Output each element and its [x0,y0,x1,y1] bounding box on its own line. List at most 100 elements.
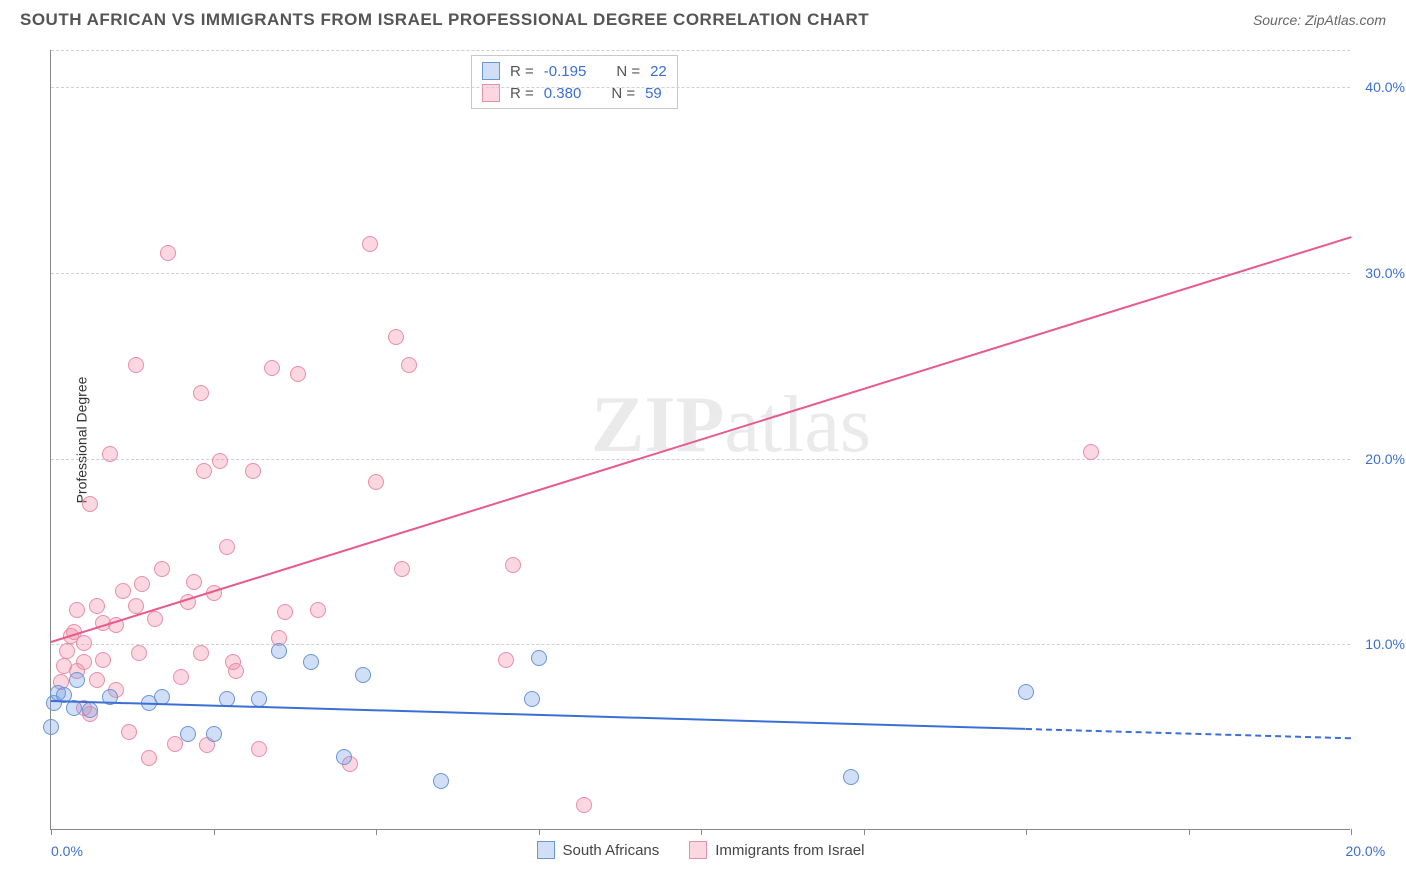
y-axis-tick-label: 40.0% [1365,79,1405,95]
scatter-point [368,474,384,490]
scatter-point [388,329,404,345]
scatter-point [69,602,85,618]
gridline [51,644,1350,645]
scatter-point [89,598,105,614]
watermark-bold: ZIP [591,381,724,469]
legend-item: Immigrants from Israel [689,841,864,859]
gridline [51,459,1350,460]
scatter-point [206,726,222,742]
scatter-point [212,453,228,469]
legend-swatch-icon [482,62,500,80]
scatter-point [59,643,75,659]
scatter-point [131,645,147,661]
scatter-point [277,604,293,620]
scatter-point [401,357,417,373]
scatter-point [89,672,105,688]
trend-line [51,236,1352,643]
scatter-point [433,773,449,789]
scatter-point [498,652,514,668]
x-axis-tick [1189,829,1190,835]
x-axis-tick [1351,829,1352,835]
scatter-point [102,446,118,462]
scatter-point [173,669,189,685]
x-axis-tick-label: 0.0% [51,843,83,859]
scatter-point [362,236,378,252]
legend-swatch-icon [537,841,555,859]
scatter-point [196,463,212,479]
x-axis-tick [376,829,377,835]
stat-n-label: N = [616,63,640,80]
bottom-legend: South Africans Immigrants from Israel [537,841,865,859]
x-axis-tick [1026,829,1027,835]
scatter-point [271,643,287,659]
stats-row: R = -0.195 N = 22 [482,60,667,82]
scatter-point [264,360,280,376]
scatter-point [76,635,92,651]
scatter-point [121,724,137,740]
scatter-point [186,574,202,590]
x-axis-tick [701,829,702,835]
scatter-point [355,667,371,683]
scatter-point [141,750,157,766]
scatter-point [82,496,98,512]
scatter-point [1018,684,1034,700]
scatter-point [576,797,592,813]
scatter-point [193,645,209,661]
scatter-point [524,691,540,707]
scatter-point [1083,444,1099,460]
scatter-point [843,769,859,785]
scatter-point [245,463,261,479]
scatter-point [82,702,98,718]
stat-r-label: R = [510,63,534,80]
stat-n-value: 22 [650,63,667,80]
chart-source: Source: ZipAtlas.com [1253,12,1386,28]
gridline [51,87,1350,88]
scatter-point [95,652,111,668]
x-axis-tick-label: 20.0% [1345,843,1385,859]
legend-swatch-icon [689,841,707,859]
stat-r-value: -0.195 [544,63,587,80]
scatter-point [154,561,170,577]
gridline [51,50,1350,51]
y-axis-tick-label: 30.0% [1365,265,1405,281]
legend-label: Immigrants from Israel [715,842,864,859]
scatter-point [251,741,267,757]
trend-line [1026,728,1351,739]
trend-line [51,700,1026,730]
x-axis-tick [539,829,540,835]
scatter-point [180,726,196,742]
watermark: ZIPatlas [591,380,871,471]
x-axis-tick [864,829,865,835]
scatter-point [290,366,306,382]
scatter-point [505,557,521,573]
scatter-point [128,357,144,373]
scatter-point [193,385,209,401]
gridline [51,273,1350,274]
stats-row: R = 0.380 N = 59 [482,82,667,104]
scatter-point [115,583,131,599]
scatter-point [394,561,410,577]
y-axis-tick-label: 20.0% [1365,451,1405,467]
scatter-point [303,654,319,670]
x-axis-tick [214,829,215,835]
scatter-point [228,663,244,679]
chart-title: SOUTH AFRICAN VS IMMIGRANTS FROM ISRAEL … [20,10,869,30]
chart-header: SOUTH AFRICAN VS IMMIGRANTS FROM ISRAEL … [0,0,1406,35]
legend-label: South Africans [563,842,660,859]
legend-item: South Africans [537,841,660,859]
scatter-point [219,539,235,555]
x-axis-tick [51,829,52,835]
scatter-point [251,691,267,707]
scatter-point [76,654,92,670]
scatter-chart: ZIPatlas R = -0.195 N = 22 R = 0.380 N =… [50,50,1350,830]
scatter-point [147,611,163,627]
scatter-point [531,650,547,666]
scatter-point [160,245,176,261]
stats-legend: R = -0.195 N = 22 R = 0.380 N = 59 [471,55,678,109]
scatter-point [336,749,352,765]
scatter-point [134,576,150,592]
scatter-point [43,719,59,735]
y-axis-tick-label: 10.0% [1365,636,1405,652]
scatter-point [69,672,85,688]
scatter-point [310,602,326,618]
